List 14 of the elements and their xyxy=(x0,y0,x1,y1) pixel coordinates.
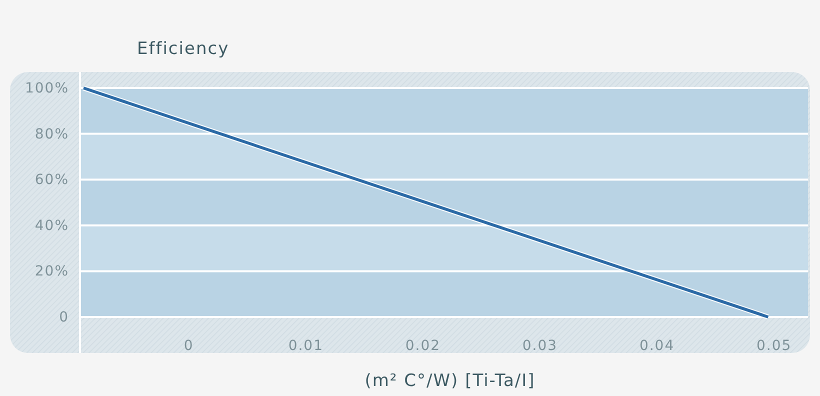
y-tick-label: 40% xyxy=(34,218,69,234)
y-tick-label: 0 xyxy=(59,309,69,326)
x-tick-label: 0.02 xyxy=(405,338,441,354)
chart-title: Efficiency xyxy=(137,39,230,59)
x-tick-label: 0.03 xyxy=(522,338,558,354)
x-tick-label: 0.05 xyxy=(756,338,792,354)
y-tick-label: 80% xyxy=(34,126,69,142)
x-axis-title: (m² C°/W) [Ti-Ta/I] xyxy=(364,371,536,391)
x-tick-label: 0 xyxy=(184,338,194,354)
x-tick-label: 0.04 xyxy=(639,338,675,354)
x-tick-label: 0.01 xyxy=(288,338,324,354)
y-tick-label: 60% xyxy=(34,172,69,188)
y-tick-label: 20% xyxy=(34,264,69,280)
y-tick-label: 100% xyxy=(24,80,69,96)
